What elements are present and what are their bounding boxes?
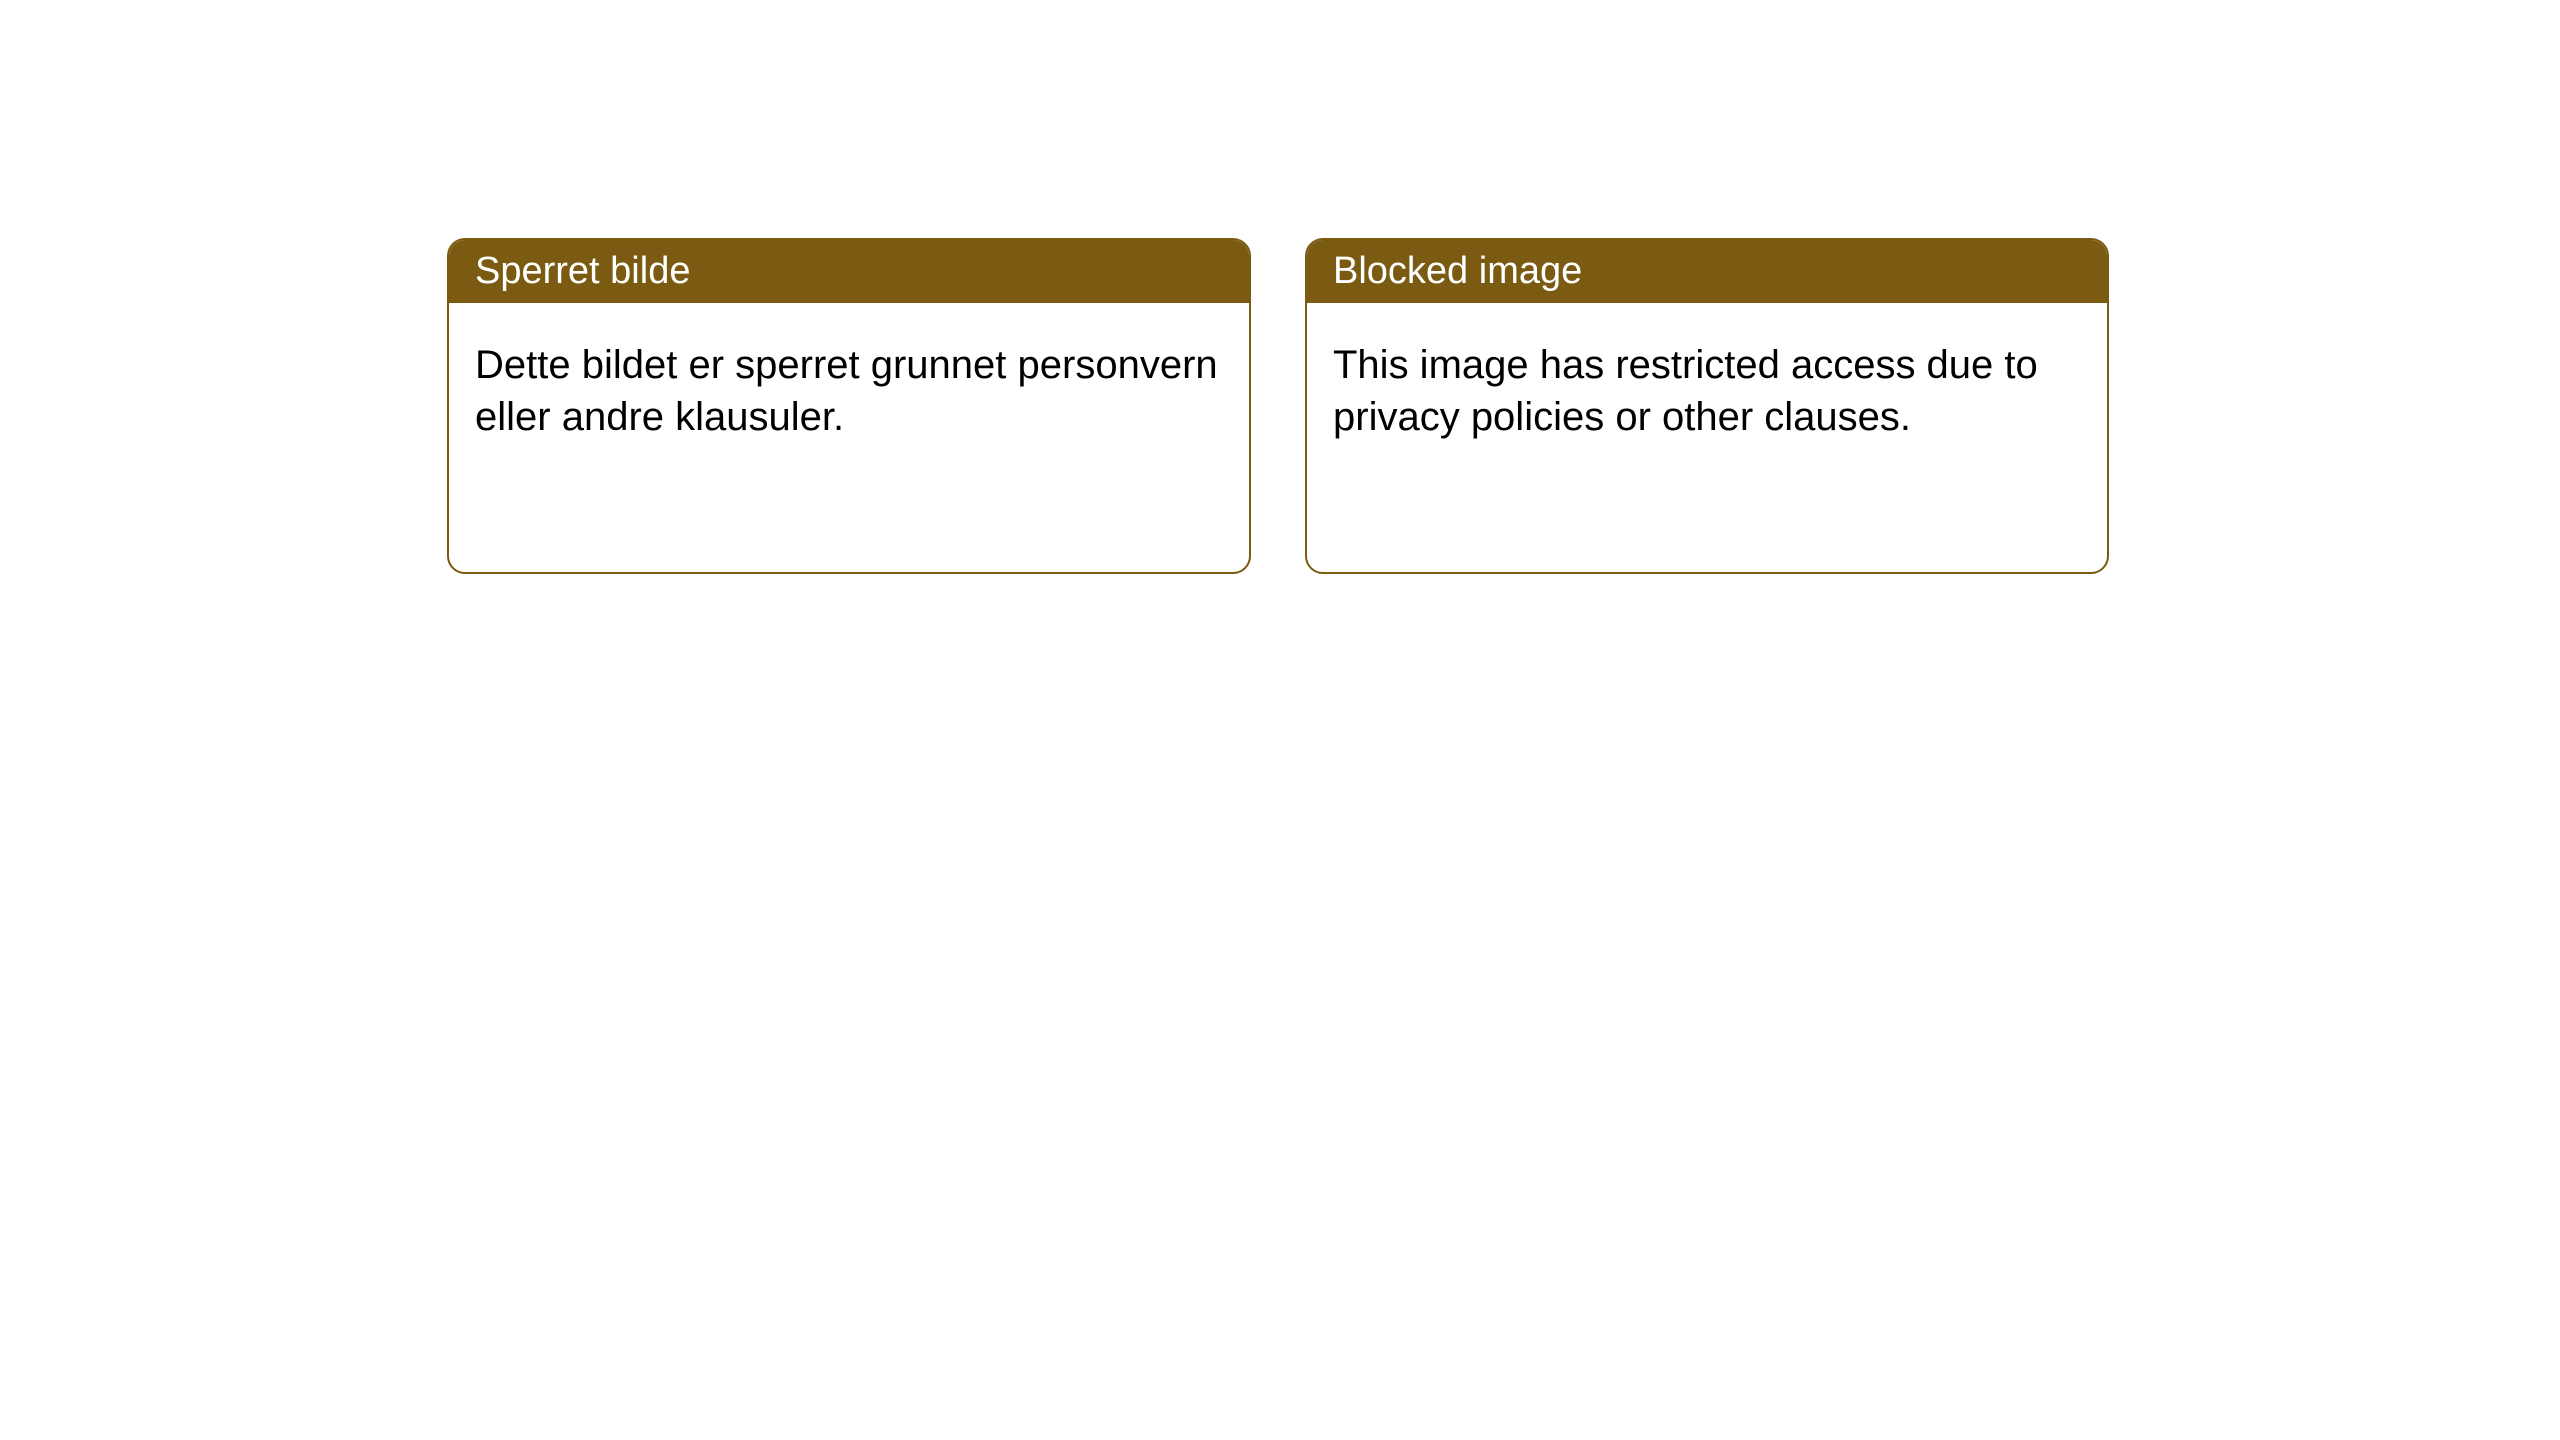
notice-title: Sperret bilde	[475, 250, 690, 292]
notice-card-norwegian: Sperret bilde Dette bildet er sperret gr…	[447, 238, 1251, 574]
notice-body-text: Dette bildet er sperret grunnet personve…	[475, 343, 1218, 439]
notice-body: This image has restricted access due to …	[1307, 303, 2107, 479]
notice-title: Blocked image	[1333, 250, 1582, 292]
notice-card-english: Blocked image This image has restricted …	[1305, 238, 2109, 574]
notice-body: Dette bildet er sperret grunnet personve…	[449, 303, 1249, 479]
notice-header: Blocked image	[1307, 240, 2107, 303]
notice-header: Sperret bilde	[449, 240, 1249, 303]
notice-container: Sperret bilde Dette bildet er sperret gr…	[0, 0, 2560, 574]
notice-body-text: This image has restricted access due to …	[1333, 343, 2038, 439]
